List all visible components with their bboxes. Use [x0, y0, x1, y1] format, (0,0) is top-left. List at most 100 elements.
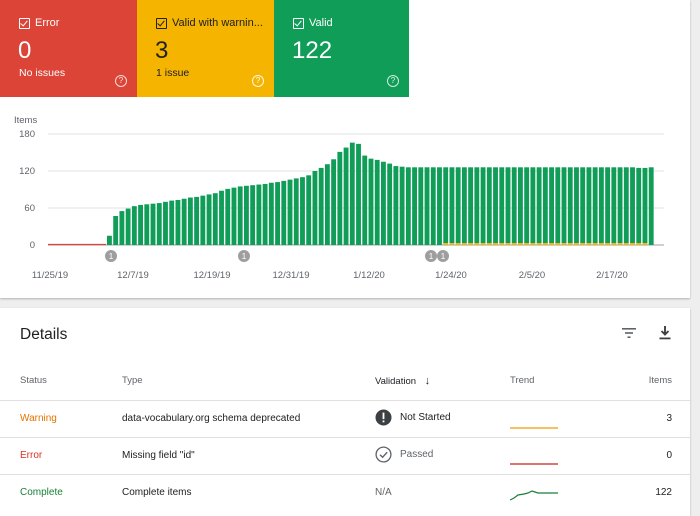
valid-bar: [611, 167, 617, 244]
warning-bar: [530, 243, 536, 245]
valid-bar: [443, 167, 449, 244]
warning-bar: [630, 243, 635, 245]
warning-bar: [574, 243, 579, 245]
exclamation-icon: [375, 409, 392, 426]
warning-count: 3: [155, 37, 169, 64]
valid-bar: [125, 208, 131, 245]
header-items[interactable]: Items: [648, 375, 672, 386]
valid-bar: [605, 167, 611, 244]
trend-sparkline: [510, 463, 558, 465]
warning-bar: [542, 243, 548, 245]
valid-bar: [144, 204, 150, 245]
table-row[interactable]: Complete Complete items N/A 122: [0, 474, 690, 511]
valid-tile[interactable]: Valid 122 ?: [274, 0, 409, 97]
row-validation-label: Not Started: [400, 412, 451, 423]
valid-bar: [598, 167, 604, 244]
valid-bar: [493, 167, 498, 244]
help-icon[interactable]: ?: [252, 75, 264, 87]
help-icon[interactable]: ?: [387, 75, 399, 87]
valid-bar: [399, 166, 405, 245]
valid-bar: [530, 167, 536, 244]
warning-bar: [617, 243, 623, 245]
valid-bar: [374, 159, 380, 245]
valid-tile-label: Valid: [309, 17, 333, 29]
valid-bar: [262, 183, 268, 245]
row-status: Error: [20, 450, 43, 461]
header-validation[interactable]: Validation ↓: [375, 375, 430, 387]
valid-bar: [586, 167, 592, 244]
valid-bar: [499, 167, 505, 244]
warning-bar: [493, 243, 498, 245]
warning-bar: [486, 243, 492, 245]
valid-bar: [549, 167, 554, 244]
sort-arrow-down-icon[interactable]: ↓: [424, 375, 431, 387]
valid-bar: [225, 188, 231, 245]
y-tick-label: 60: [24, 203, 35, 214]
header-trend: Trend: [510, 375, 535, 386]
valid-bar: [511, 167, 517, 244]
valid-bar: [356, 143, 361, 245]
checkbox-icon[interactable]: [156, 17, 167, 29]
row-type: data-vocabulary.org schema deprecated: [122, 413, 301, 424]
valid-bar: [405, 167, 411, 245]
warning-bar: [598, 243, 604, 245]
row-validation-label: Passed: [400, 449, 434, 460]
warning-bar: [586, 243, 592, 245]
valid-bar: [574, 167, 579, 244]
valid-bar: [194, 196, 200, 245]
trend-sparkline: [510, 427, 558, 429]
header-type[interactable]: Type: [122, 375, 143, 386]
valid-bar: [630, 167, 635, 244]
checkbox-icon[interactable]: [293, 17, 304, 29]
row-validation: N/A: [375, 487, 392, 498]
valid-bar: [312, 171, 318, 245]
warning-bar: [611, 243, 617, 245]
warning-bar: [511, 243, 517, 245]
valid-bar: [368, 158, 374, 245]
table-row[interactable]: Error Missing field "id" Passed 0: [0, 437, 690, 474]
annotation-label: 1: [242, 251, 247, 261]
valid-bar: [430, 167, 436, 245]
row-status: Complete: [20, 487, 63, 498]
valid-bar: [636, 167, 642, 244]
warning-bar: [449, 243, 455, 245]
valid-bar: [461, 167, 467, 244]
x-tick-label: 11/25/19: [32, 270, 68, 281]
help-icon[interactable]: ?: [115, 75, 127, 87]
valid-bar: [131, 206, 137, 245]
valid-bar: [331, 159, 337, 245]
valid-bar: [592, 167, 598, 244]
warning-tile[interactable]: Valid with warnin... 3 1 issue ?: [137, 0, 274, 97]
warning-tile-label: Valid with warnin...: [172, 17, 263, 29]
valid-bar: [393, 166, 399, 245]
warning-bar: [642, 243, 648, 245]
valid-bar: [455, 167, 461, 244]
valid-bar: [505, 167, 511, 244]
row-items: 0: [666, 450, 672, 461]
valid-bar: [480, 167, 486, 244]
row-items: 122: [655, 487, 672, 498]
error-tile[interactable]: Error 0 No issues ?: [0, 0, 137, 97]
header-validation-label: Validation: [375, 376, 417, 387]
warning-tile-header: Valid with warnin...: [156, 17, 263, 29]
valid-bar: [175, 199, 181, 245]
warning-bar: [480, 243, 486, 245]
checkbox-icon[interactable]: [19, 17, 30, 29]
valid-bar: [468, 167, 474, 244]
valid-bar: [187, 197, 193, 245]
filter-icon[interactable]: [620, 324, 638, 342]
valid-bar: [623, 167, 629, 244]
x-tick-label: 1/12/20: [353, 270, 385, 281]
valid-bar: [244, 185, 249, 245]
annotation-marker: [437, 250, 449, 262]
valid-bar: [349, 142, 355, 245]
valid-bar: [293, 178, 299, 245]
items-chart: Items 180 120 60 0 1 1 1 1 11/25/19 12/7/19 12/19/1…: [0, 108, 690, 293]
download-icon[interactable]: [656, 324, 674, 342]
valid-bar: [343, 147, 349, 245]
warning-bar: [474, 243, 480, 245]
valid-bar: [250, 185, 256, 245]
row-type: Missing field "id": [122, 450, 195, 461]
table-row[interactable]: Warning data-vocabulary.org schema depre…: [0, 400, 690, 437]
header-status[interactable]: Status: [20, 375, 47, 386]
